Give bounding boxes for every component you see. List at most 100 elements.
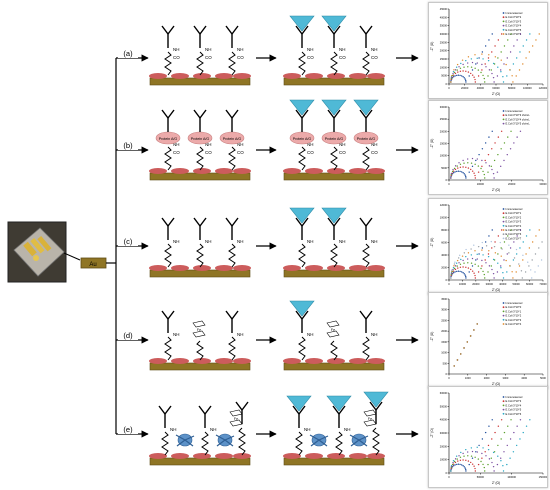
aptamer-blob bbox=[349, 433, 369, 447]
legend-marker bbox=[502, 208, 505, 210]
data-point bbox=[499, 241, 501, 244]
antigen-bacteria bbox=[286, 395, 312, 412]
data-point bbox=[481, 53, 483, 55]
fe-label: Fe bbox=[368, 417, 372, 421]
y-tick-label: 1500 bbox=[441, 340, 447, 344]
antibody bbox=[225, 310, 239, 333]
linker-chain bbox=[238, 427, 246, 456]
data-point bbox=[490, 457, 492, 459]
data-point bbox=[458, 455, 460, 457]
data-point bbox=[471, 61, 474, 64]
data-point bbox=[464, 467, 466, 469]
data-point bbox=[471, 165, 474, 168]
nanoparticle bbox=[349, 168, 367, 174]
nyquist-plot-e: 0 50000 100000 150000 0 10000 20000 30000 40000 5… bbox=[428, 386, 548, 488]
data-point bbox=[474, 456, 476, 458]
legend-marker bbox=[502, 323, 505, 325]
linker-chain bbox=[295, 431, 303, 456]
y-axis-label: -Z'' (Ω) bbox=[430, 332, 434, 342]
data-point bbox=[458, 254, 461, 257]
nanoparticle bbox=[193, 168, 211, 174]
nh-label: NH bbox=[307, 332, 314, 337]
antibody bbox=[235, 401, 249, 424]
nanoparticle bbox=[215, 265, 233, 271]
y-tick-label: 10000 bbox=[440, 65, 448, 69]
data-point bbox=[450, 81, 452, 83]
data-point bbox=[462, 166, 464, 168]
gold-substrate bbox=[283, 269, 385, 278]
protein-ag-label: Protein A/G bbox=[357, 137, 376, 141]
x-tick-label: 40000 bbox=[477, 86, 485, 90]
data-point bbox=[534, 253, 537, 255]
linker-chain bbox=[335, 431, 343, 456]
data-point bbox=[481, 438, 484, 440]
x-tick-label: 3000 bbox=[503, 376, 509, 380]
data-point bbox=[460, 62, 462, 65]
data-point bbox=[503, 63, 505, 65]
data-point bbox=[470, 447, 473, 449]
data-point bbox=[500, 247, 502, 249]
linker-chain bbox=[196, 340, 204, 361]
data-point bbox=[522, 431, 524, 434]
linker-chain bbox=[330, 340, 338, 361]
linker-chain bbox=[362, 146, 370, 171]
row-label: (b) bbox=[123, 141, 133, 150]
legend-marker bbox=[502, 114, 505, 117]
data-point bbox=[470, 162, 473, 164]
data-point bbox=[464, 78, 466, 80]
data-point bbox=[481, 259, 483, 262]
y-tick-label: 30000 bbox=[440, 431, 448, 435]
nanoparticle bbox=[327, 168, 345, 174]
nanoparticle bbox=[171, 73, 189, 79]
nh-label: NH bbox=[237, 142, 244, 147]
data-point bbox=[481, 457, 483, 459]
label-bg bbox=[118, 331, 138, 340]
data-point bbox=[450, 172, 453, 175]
nanoparticle bbox=[233, 453, 251, 459]
x-tick-label: 50000 bbox=[513, 282, 521, 286]
data-point bbox=[452, 461, 454, 464]
data-point bbox=[494, 252, 497, 254]
data-point bbox=[467, 167, 470, 169]
data-point bbox=[473, 244, 475, 246]
gold-substrate bbox=[283, 172, 385, 181]
data-point bbox=[476, 323, 478, 325]
nh-label: NH bbox=[173, 332, 180, 337]
antigen-bacteria bbox=[363, 391, 389, 408]
gold-substrate bbox=[283, 362, 385, 371]
data-point bbox=[512, 63, 515, 65]
y-tick-label: 40000 bbox=[440, 15, 448, 19]
x-axis-label: Z' (Ω) bbox=[492, 188, 500, 192]
legend-entry: E.Coli 3*10^3 bbox=[506, 220, 522, 224]
data-point bbox=[450, 465, 453, 467]
data-point bbox=[457, 170, 460, 172]
y-tick-label: 15000 bbox=[440, 57, 448, 61]
linker-chain bbox=[362, 51, 370, 76]
data-point bbox=[463, 455, 465, 457]
data-point bbox=[534, 271, 536, 273]
data-point bbox=[461, 255, 464, 257]
nanoparticle bbox=[283, 168, 301, 174]
data-point bbox=[503, 142, 506, 144]
data-point bbox=[509, 51, 512, 53]
data-point bbox=[497, 136, 500, 138]
legend-marker bbox=[502, 400, 505, 403]
antigen-bacteria bbox=[353, 99, 379, 116]
aptamer-blob bbox=[215, 433, 235, 447]
data-point bbox=[467, 252, 470, 254]
co-label: CO bbox=[339, 150, 346, 155]
data-point bbox=[515, 271, 517, 273]
data-point bbox=[478, 57, 480, 59]
data-point bbox=[512, 259, 515, 261]
nanoparticle bbox=[149, 358, 167, 364]
data-point bbox=[453, 263, 456, 265]
row-e: (e) NH NH Fe NH NH Fe bbox=[116, 391, 419, 466]
data-point bbox=[510, 229, 512, 231]
data-point bbox=[515, 75, 517, 77]
y-tick-label: 2500 bbox=[441, 318, 447, 322]
x-axis-label: Z' (Ω) bbox=[492, 92, 500, 96]
antigen-bacteria bbox=[289, 15, 315, 32]
data-point bbox=[465, 166, 467, 168]
legend-marker bbox=[502, 20, 505, 23]
